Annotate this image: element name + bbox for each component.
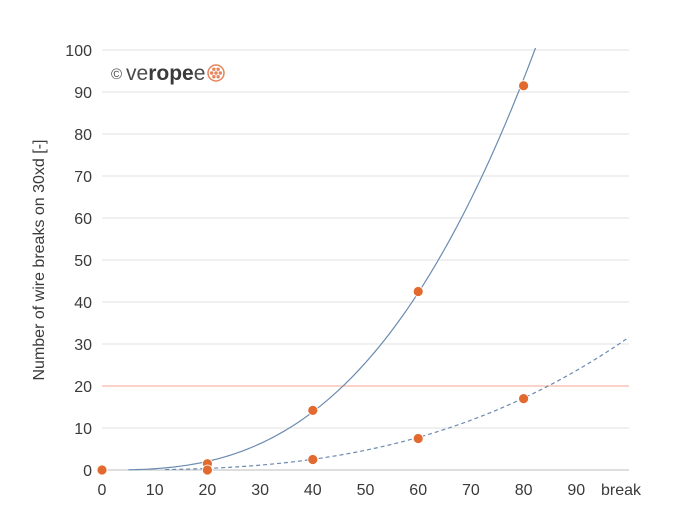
x-tick-label: 20: [199, 482, 217, 499]
data-point-lower: [412, 433, 424, 444]
data-point-upper: [412, 286, 424, 297]
trend-line-lower: [165, 336, 629, 471]
rope-ball-icon: [207, 64, 225, 82]
logo-prefix: ve: [126, 62, 148, 85]
x-tick-label: 60: [409, 482, 427, 499]
x-tick-label: 10: [146, 482, 164, 499]
y-tick-label: 0: [83, 463, 92, 480]
data-points: [96, 80, 529, 476]
y-tick-label: 60: [74, 211, 92, 228]
logo-suffix: e: [194, 62, 206, 85]
logo-wordmark: veropee: [126, 62, 205, 85]
y-tick-label: 50: [74, 253, 92, 270]
y-tick-label: 40: [74, 295, 92, 312]
data-point-lower: [518, 393, 529, 405]
x-axis-title: break: [601, 482, 642, 499]
x-tick-label: 30: [251, 482, 269, 499]
y-tick-label: 30: [74, 337, 92, 354]
x-tick-label: 40: [304, 482, 322, 499]
logo-copyright: ©: [111, 66, 122, 83]
x-tick-labels: 0 10 20 30 40 50 60 70 80 90: [98, 482, 586, 499]
trend-lines: [128, 48, 629, 471]
y-tick-label: 10: [74, 421, 92, 438]
x-tick-label: 80: [515, 482, 533, 499]
x-tick-label: 50: [357, 482, 375, 499]
trend-line-upper: [128, 48, 537, 471]
x-tick-label: 0: [98, 482, 107, 499]
x-tick-label: 70: [462, 482, 480, 499]
y-axis-title: Number of wire breaks on 30xd [-]: [31, 140, 48, 381]
verope-logo: © veropee: [111, 62, 225, 85]
y-tick-label: 20: [74, 379, 92, 396]
data-point-lower: [96, 464, 108, 476]
grid: [102, 49, 629, 471]
y-tick-label: 100: [65, 43, 92, 60]
data-point-upper: [518, 80, 529, 92]
logo-bold: rope: [148, 62, 194, 85]
y-tick-label: 70: [74, 169, 92, 186]
data-point-lower: [201, 464, 213, 476]
data-point-lower: [307, 454, 319, 465]
data-point-upper: [307, 404, 319, 416]
y-tick-label: 90: [74, 85, 92, 102]
y-tick-labels: 0 10 20 30 40 50 60 70 80 90 100: [65, 43, 92, 480]
x-tick-label: 90: [567, 482, 585, 499]
y-tick-label: 80: [74, 127, 92, 144]
